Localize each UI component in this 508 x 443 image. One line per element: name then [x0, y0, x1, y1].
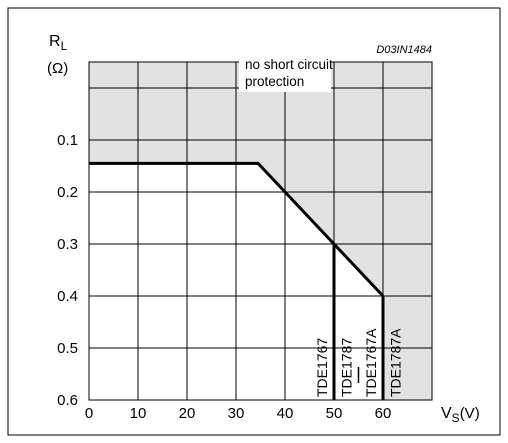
x-axis-symbol: V: [441, 405, 452, 422]
y-axis-title: RL: [49, 33, 68, 53]
safe-operating-boundary-line: [89, 161, 385, 298]
device-label: TDE1787: [338, 338, 354, 397]
no-protection-shaded-region: [89, 62, 432, 400]
x-tick-label: 50: [326, 405, 343, 422]
x-axis-subscript: S: [452, 411, 460, 425]
device-label: TDE1767A: [363, 328, 379, 397]
y-axis-subscript: L: [61, 39, 68, 53]
y-tick-label: 0.6: [57, 392, 78, 409]
device-label: TDE1787A: [387, 328, 403, 397]
x-tick-label: 0: [85, 405, 93, 422]
region-label-background: [239, 54, 331, 92]
device-label: TDE1767: [314, 338, 330, 397]
x-tick-label: 20: [179, 405, 196, 422]
region-label-line: no short circuit: [245, 57, 333, 72]
x-tick-label: 30: [228, 405, 245, 422]
x-tick-label: 60: [375, 405, 392, 422]
x-tick-label: 10: [130, 405, 147, 422]
x-axis-title: VS(V): [441, 405, 480, 425]
y-tick-label: 0.2: [57, 184, 78, 201]
region-label-line: protection: [245, 74, 304, 89]
figure-code: D03IN1484: [376, 44, 432, 56]
x-tick-label: 40: [277, 405, 294, 422]
y-axis-symbol: R: [49, 33, 61, 50]
y-axis-unit: (Ω): [47, 60, 68, 77]
figure-frame: [7, 7, 501, 436]
y-tick-label: 0.1: [57, 132, 78, 149]
x-axis-unit: (V): [460, 405, 480, 422]
y-tick-label: 0.4: [57, 288, 78, 305]
y-tick-label: 0.3: [57, 236, 78, 253]
y-tick-label: 0.5: [57, 340, 78, 357]
